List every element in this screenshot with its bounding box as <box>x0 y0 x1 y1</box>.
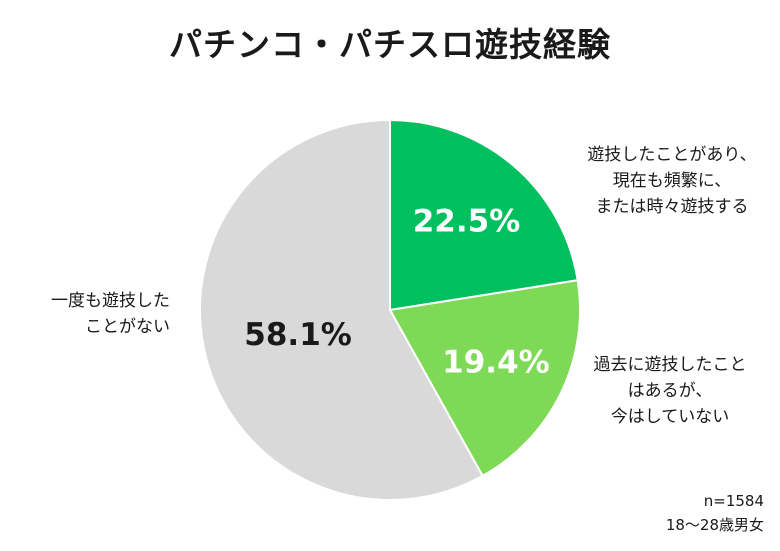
legend-label-past: 過去に遊技したこと はあるが、 今はしていない <box>575 352 765 430</box>
legend-label-frequent-line: または時々遊技する <box>595 197 749 217</box>
legend-label-past-line: はあるが、 <box>627 381 713 401</box>
pie-percent-label-0: 22.5% <box>413 203 521 239</box>
legend-label-past-line: 過去に遊技したこと <box>593 355 747 375</box>
legend-label-never: 一度も遊技した ことがない <box>20 288 170 340</box>
population-note: 18～28歳男女 <box>665 516 764 534</box>
legend-label-frequent-line: 遊技したことがあり、 <box>587 145 757 165</box>
chart-title: パチンコ・パチスロ遊技経験 <box>169 25 611 64</box>
pie-percent-label-1: 19.4% <box>442 344 550 380</box>
legend-label-past-line: 今はしていない <box>610 407 730 427</box>
pie-slice-0 <box>389 118 579 312</box>
pie-percent-label-2: 58.1% <box>244 317 352 353</box>
pie-percent-labels: 22.5% 19.4% 58.1% <box>244 203 549 380</box>
legend-label-never-line: 一度も遊技した <box>51 291 170 311</box>
legend-label-frequent-line: 現在も頻繁に、 <box>612 171 732 191</box>
legend-label-never-line: ことがない <box>85 317 170 337</box>
legend-label-frequent: 遊技したことがあり、 現在も頻繁に、 または時々遊技する <box>572 142 772 220</box>
pie-slice-1 <box>388 279 581 478</box>
sample-size: n=1584 <box>703 492 764 510</box>
pie-slices <box>199 118 581 501</box>
pie-slice-2 <box>199 118 484 501</box>
footnote: n=1584 18～28歳男女 <box>666 489 764 537</box>
